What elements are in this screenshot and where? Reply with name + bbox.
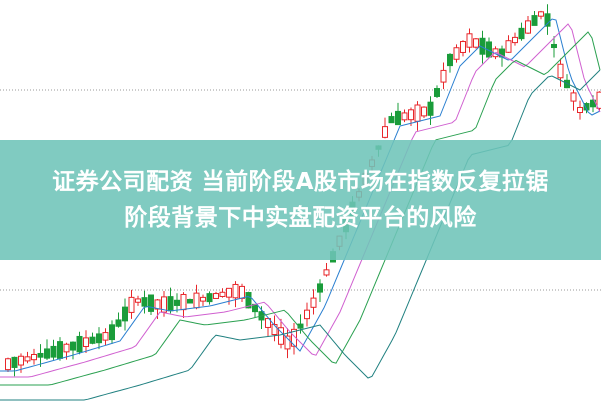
candle-body [174, 299, 180, 306]
candle-body [239, 285, 245, 299]
candle-body [317, 283, 323, 293]
candle-body [466, 33, 473, 48]
candle-body [161, 296, 167, 313]
candle-body [70, 341, 76, 351]
candle-body [434, 88, 440, 97]
candle-body [83, 337, 89, 348]
candle-body [278, 327, 284, 345]
candle-body [382, 126, 388, 138]
candle-body [226, 287, 232, 298]
candle-body [180, 293, 187, 311]
candle-body [206, 293, 213, 303]
candle-body [109, 324, 115, 341]
candle-body [232, 283, 239, 299]
candle-body [245, 292, 252, 309]
title-line-2: 阶段背景下中实盘配资平台的风险 [124, 205, 477, 231]
candle-body [512, 36, 518, 44]
candle-body [577, 106, 583, 114]
candle-body [96, 333, 102, 344]
candle-body [167, 296, 174, 312]
candle-body [271, 324, 278, 335]
candle-body [128, 296, 135, 313]
candle-body [551, 43, 557, 49]
candle-body [395, 110, 401, 126]
candle-body [122, 306, 128, 322]
candle-body [570, 92, 577, 102]
candle-body [505, 40, 512, 53]
candle-body [187, 298, 193, 304]
candle-body [44, 348, 50, 359]
candle-body [284, 335, 291, 350]
candle-body [213, 293, 219, 299]
candle-body [310, 297, 317, 308]
candle-body [401, 112, 408, 121]
candle-body [596, 91, 601, 109]
candle-body [37, 352, 44, 358]
candle-body [460, 41, 466, 53]
candle-body [102, 332, 109, 341]
candle-body [388, 116, 395, 124]
moving-average-line [0, 18, 601, 372]
candle-body [5, 358, 11, 371]
candle-body [440, 69, 447, 83]
candle-body [193, 292, 200, 309]
candle-body [89, 336, 96, 344]
candle-body [304, 309, 310, 320]
candle-body [421, 106, 427, 117]
candle-body [76, 335, 83, 353]
moving-average-line [0, 31, 601, 386]
candle-body [414, 104, 421, 122]
candle-body [219, 291, 226, 297]
candle-body [473, 38, 479, 48]
candle-body [18, 355, 24, 366]
candle-body [557, 63, 564, 79]
candle-body [135, 298, 141, 303]
candle-body [538, 11, 544, 17]
candle-body [11, 356, 18, 368]
candle-body [525, 20, 531, 34]
title-banner: 证券公司配资 当前阶段A股市场在指数反复拉锯 阶段背景下中实盘配资平台的风险 [0, 140, 601, 260]
candle-body [200, 296, 206, 302]
candle-body [50, 345, 57, 358]
title-line-1: 证券公司配资 当前阶段A股市场在指数反复拉锯 [52, 169, 549, 195]
candle-body [24, 356, 31, 362]
candle-body [154, 299, 161, 310]
candle-body [31, 353, 37, 361]
candle-body [518, 27, 525, 40]
candle-body [148, 294, 154, 312]
candle-body [427, 101, 434, 116]
candle-body [57, 341, 63, 359]
candle-body [408, 109, 414, 121]
candle-body [141, 297, 148, 307]
candle-body [531, 15, 538, 26]
candle-body [265, 318, 271, 328]
candle-body [323, 269, 330, 276]
moving-average-line [0, 23, 601, 378]
candle-body [544, 13, 551, 27]
candle-body [115, 319, 122, 327]
candle-body [453, 47, 460, 60]
candle-body [447, 53, 453, 67]
candle-body [63, 343, 70, 353]
